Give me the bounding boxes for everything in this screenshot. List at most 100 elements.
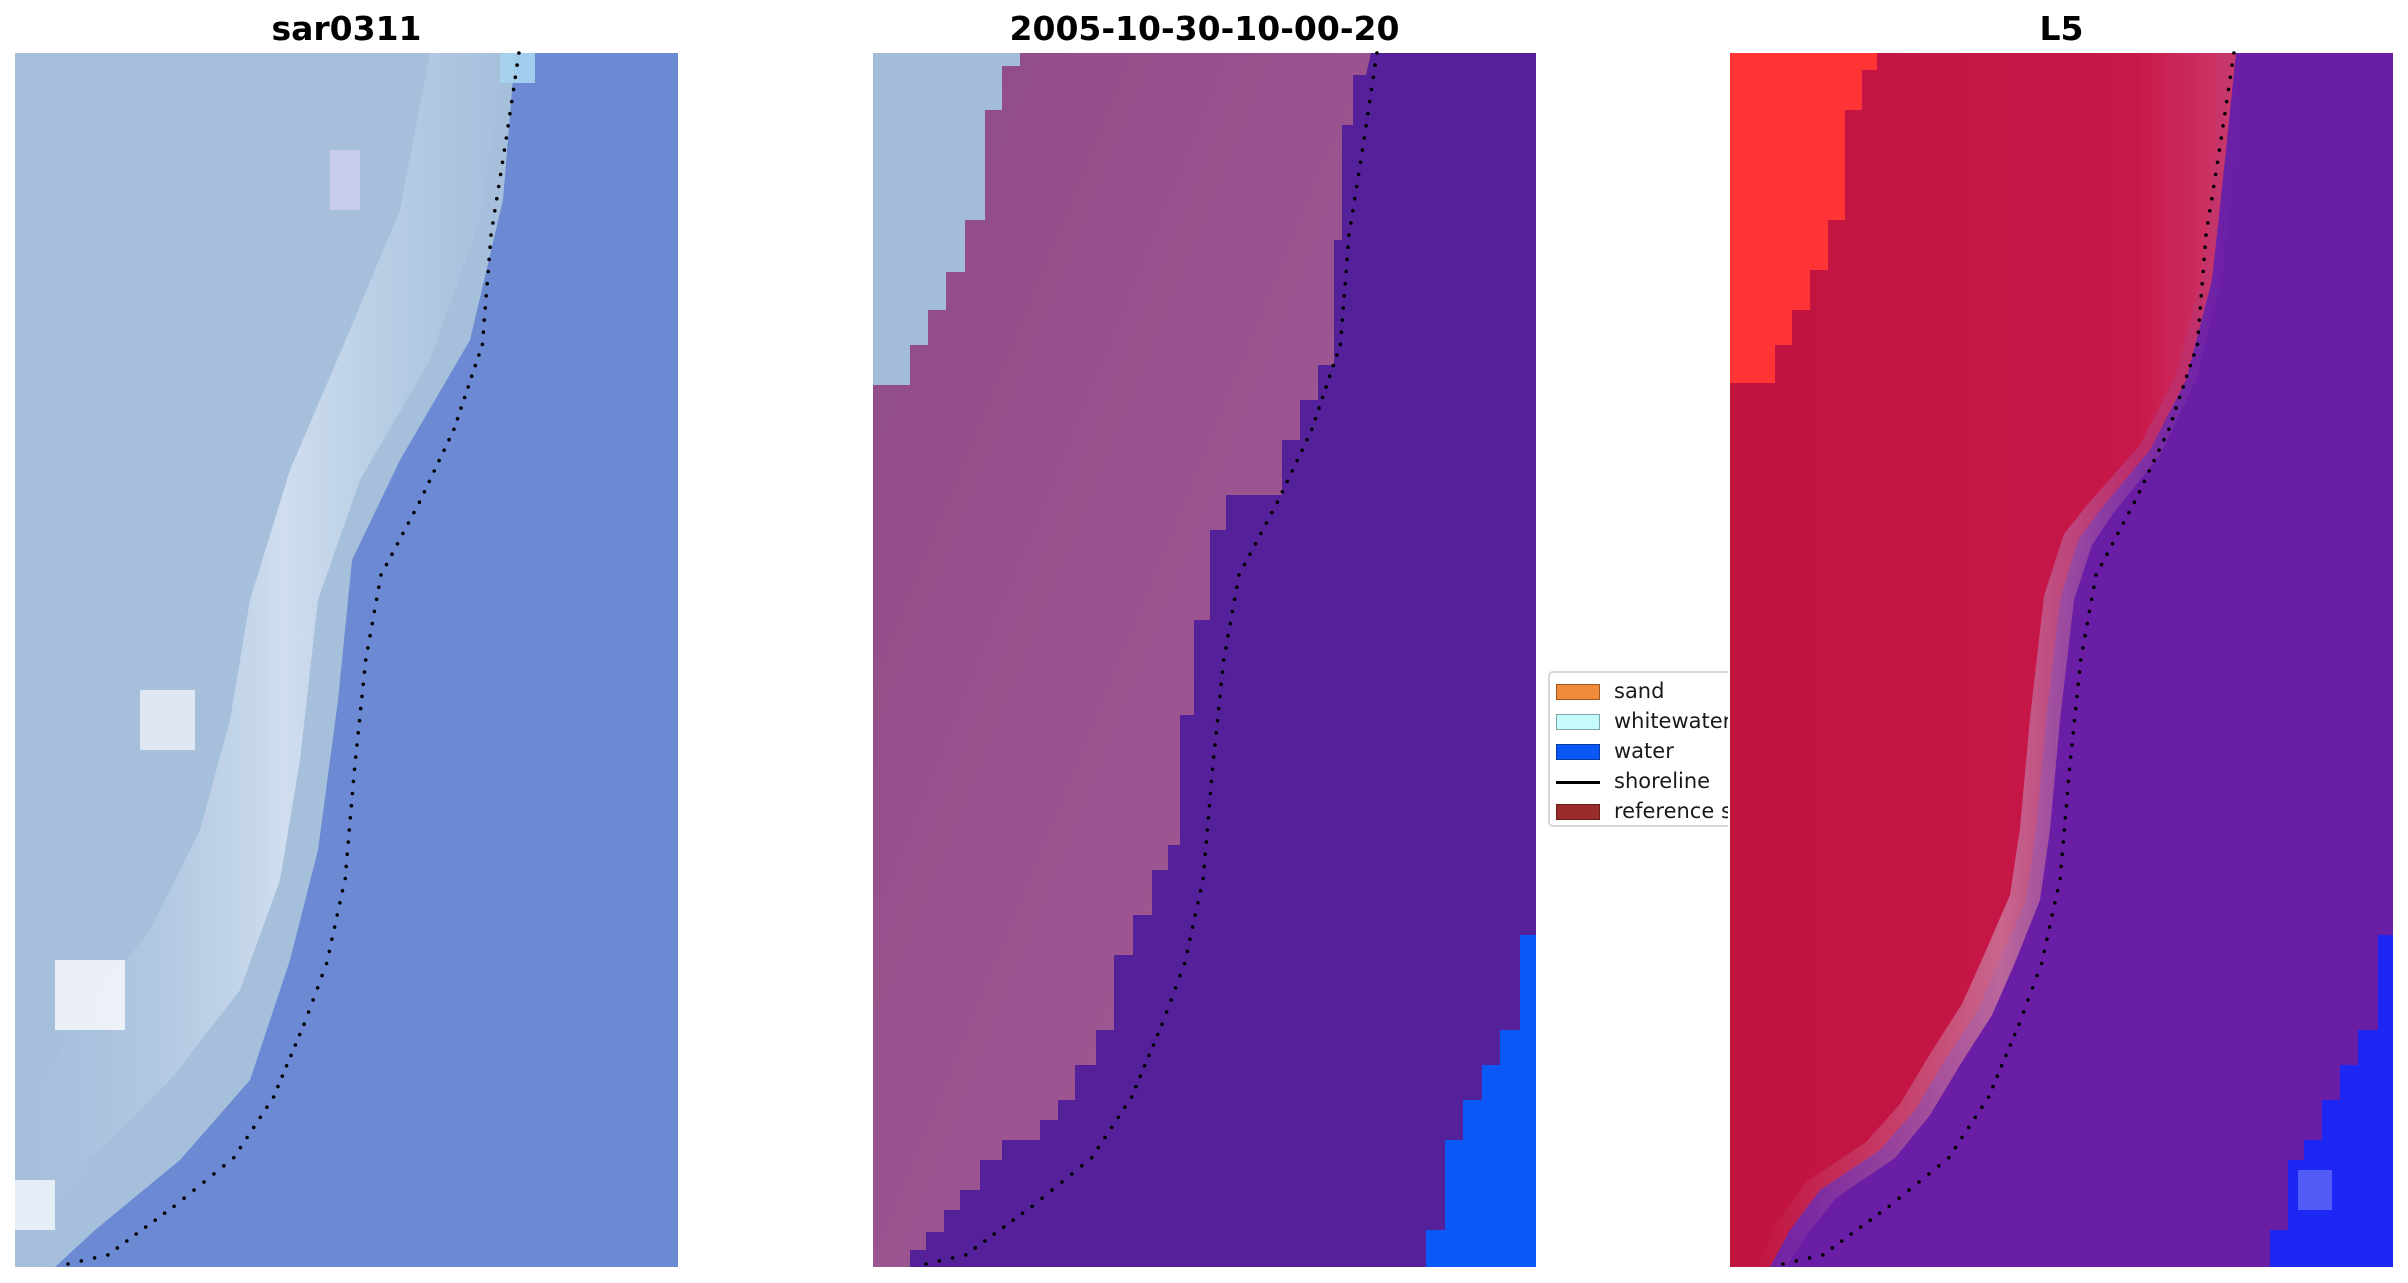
shoreline-dot [2053, 901, 2057, 905]
shoreline-dot [1305, 437, 1309, 442]
shoreline-dot [1347, 233, 1351, 237]
shoreline-dot [2170, 416, 2175, 421]
shoreline-dot [406, 521, 411, 525]
shoreline-dot [284, 1064, 289, 1068]
shoreline-dot [992, 1232, 996, 1236]
shoreline-dot [500, 160, 505, 165]
shoreline-dot [1142, 1064, 1147, 1068]
shoreline-dot [1320, 395, 1325, 400]
shoreline-dot [2061, 840, 2066, 844]
shoreline-dot [346, 840, 351, 844]
shoreline-dot [1937, 1164, 1941, 1168]
shoreline-dot [2137, 490, 2142, 494]
shoreline-dot [1264, 521, 1269, 525]
rgb-bright-patch [55, 960, 125, 1030]
legend-item-sand: sand [1550, 676, 1728, 706]
shoreline-dot [315, 986, 320, 990]
shoreline-dot [2021, 1010, 2026, 1014]
shoreline-dot [2085, 621, 2090, 626]
shoreline-dot [2210, 196, 2214, 201]
shoreline-dot [2083, 633, 2087, 638]
shoreline-dot [2217, 148, 2222, 152]
shoreline-dot [358, 706, 363, 711]
shoreline-dot [517, 51, 521, 55]
shoreline-dot [1206, 816, 1211, 820]
shoreline-dot [125, 1239, 129, 1243]
shoreline-dot [276, 1084, 280, 1089]
shoreline-dot [1999, 1064, 2004, 1068]
shoreline-dot [192, 1188, 196, 1192]
shoreline-dot [2050, 913, 2054, 917]
shoreline-dot [1373, 63, 1377, 67]
shoreline-dot [924, 1262, 928, 1266]
shoreline-dot [964, 1253, 968, 1257]
shoreline-dot [1230, 609, 1235, 614]
shoreline-dot [327, 949, 332, 954]
shoreline-dot [1300, 448, 1304, 453]
legend-label-shoreline: shoreline [1614, 769, 1711, 793]
rgb-image-panel [15, 51, 678, 1267]
shoreline-dot [1275, 500, 1280, 505]
shoreline-dot [143, 1225, 148, 1229]
shoreline-dot [1213, 743, 1217, 747]
shoreline-dot [482, 318, 487, 322]
shoreline-dot [134, 1232, 138, 1236]
shoreline-dot [2063, 816, 2068, 820]
shoreline-dot [1060, 1180, 1064, 1184]
shoreline-line-swatch [1556, 781, 1600, 784]
shoreline-dot [401, 531, 405, 536]
shoreline-dot [493, 209, 497, 213]
shoreline-dot [488, 245, 492, 249]
shoreline-dot [390, 552, 394, 556]
shoreline-dot [950, 1256, 955, 1260]
shoreline-dot [1169, 998, 1173, 1002]
shoreline-dot [1216, 706, 1221, 711]
shoreline-dot [417, 500, 422, 505]
shoreline-dot [2055, 888, 2060, 893]
shoreline-dot [245, 1135, 249, 1140]
shoreline-dot [363, 658, 368, 662]
shoreline-dot [469, 374, 474, 379]
shoreline-dot [360, 694, 364, 699]
shoreline-dot [2202, 257, 2206, 262]
shoreline-dot [1362, 136, 1367, 140]
shoreline-dot [1310, 427, 1314, 432]
shoreline-dot [338, 901, 342, 905]
legend-item-whitewater: whitewater [1550, 706, 1728, 736]
shoreline-dot [374, 597, 379, 602]
shoreline-dot [1947, 1155, 1951, 1160]
legend-label-water: water [1614, 739, 1674, 763]
shoreline-dot [1201, 876, 1205, 881]
shoreline-dot [2072, 718, 2077, 723]
index-water-highlight [2298, 1170, 2332, 1210]
shoreline-dot [106, 1253, 110, 1257]
shoreline-dot [1317, 406, 1321, 410]
shoreline-dot [66, 1262, 70, 1266]
shoreline-dot [1295, 458, 1299, 463]
shoreline-dot [311, 998, 315, 1002]
shoreline-dot [2184, 374, 2189, 379]
shoreline-dot [379, 573, 383, 577]
shoreline-dot [372, 609, 377, 614]
index-image-panel [1730, 51, 2393, 1267]
shoreline-dot [2012, 1032, 2017, 1037]
shoreline-dot [1134, 1084, 1138, 1089]
shoreline-dot [2105, 552, 2109, 556]
shoreline-dot [1219, 682, 1223, 687]
shoreline-dot [2094, 573, 2098, 577]
shoreline-dot [422, 490, 427, 494]
shoreline-dot [1877, 1211, 1882, 1215]
shoreline-dot [1116, 1115, 1121, 1120]
panel-title-index: L5 [2039, 9, 2084, 48]
shoreline-dot [1290, 469, 1294, 473]
shoreline-dot [1203, 852, 1207, 856]
shoreline-dot [1364, 124, 1368, 128]
shoreline-dot [973, 1246, 978, 1250]
shoreline-dot [2099, 562, 2104, 567]
shoreline-dot [509, 99, 514, 104]
shoreline-dot [1164, 1010, 1169, 1014]
shoreline-dot [1001, 1225, 1006, 1229]
shoreline-dot [2026, 998, 2030, 1002]
shoreline-dot [1202, 864, 1206, 869]
